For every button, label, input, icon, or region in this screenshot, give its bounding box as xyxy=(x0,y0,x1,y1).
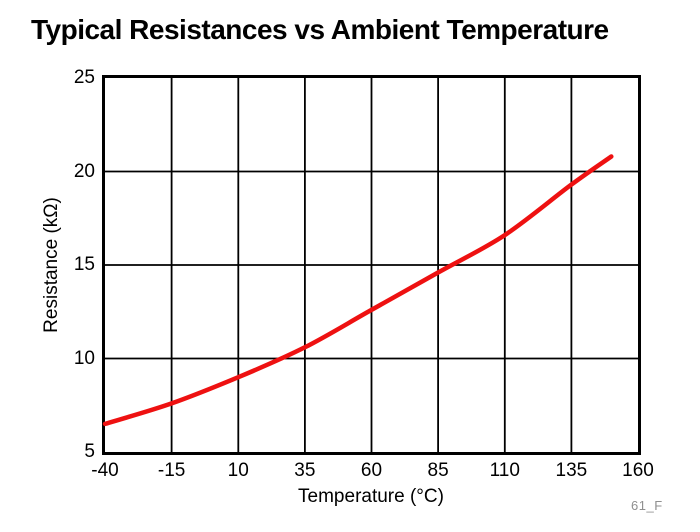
chart-title: Typical Resistances vs Ambient Temperatu… xyxy=(31,14,609,45)
y-tick-label: 5 xyxy=(84,441,95,462)
x-tick-label: 110 xyxy=(489,460,520,481)
y-tick-label: 20 xyxy=(73,160,95,182)
y-tick-label: 10 xyxy=(73,347,95,369)
y-tick-label: 25 xyxy=(73,67,95,88)
x-tick-label: 85 xyxy=(427,460,449,481)
figure-note: 61_F xyxy=(631,498,663,513)
x-tick-label: 135 xyxy=(555,460,588,481)
x-tick-label: 160 xyxy=(622,460,654,481)
plot-area xyxy=(102,75,641,455)
x-tick-label: 35 xyxy=(294,460,316,481)
chart-canvas xyxy=(102,78,638,452)
y-tick-label: 15 xyxy=(73,254,95,275)
x-tick-label: 10 xyxy=(227,460,249,481)
x-axis-title: Temperature (°C) xyxy=(298,486,444,507)
x-tick-label: -15 xyxy=(157,460,186,481)
resistance-curve xyxy=(102,154,614,427)
x-tick-label: -40 xyxy=(91,460,119,481)
x-tick-label: 60 xyxy=(360,460,383,481)
grid-lines xyxy=(105,78,638,452)
